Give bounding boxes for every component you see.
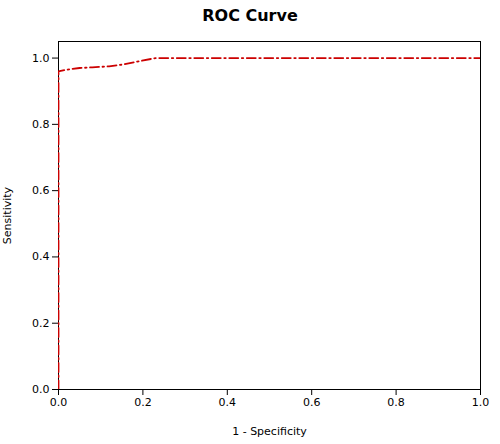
svg-text:0.4: 0.4 bbox=[219, 396, 237, 409]
svg-text:0.0: 0.0 bbox=[50, 396, 68, 409]
svg-text:1.0: 1.0 bbox=[32, 52, 50, 65]
svg-text:0.2: 0.2 bbox=[134, 396, 152, 409]
svg-text:Sensitivity: Sensitivity bbox=[1, 186, 14, 244]
svg-text:0.4: 0.4 bbox=[32, 250, 50, 263]
svg-text:0.0: 0.0 bbox=[32, 383, 50, 396]
svg-text:1 - Specificity: 1 - Specificity bbox=[232, 425, 307, 438]
svg-text:0.6: 0.6 bbox=[303, 396, 321, 409]
svg-text:0.8: 0.8 bbox=[387, 396, 405, 409]
svg-text:0.8: 0.8 bbox=[32, 118, 50, 131]
svg-text:0.2: 0.2 bbox=[32, 317, 50, 330]
svg-text:0.6: 0.6 bbox=[32, 184, 50, 197]
html-text:ROC Curve: ROC Curve bbox=[202, 6, 298, 25]
svg-text:1.0: 1.0 bbox=[472, 396, 490, 409]
